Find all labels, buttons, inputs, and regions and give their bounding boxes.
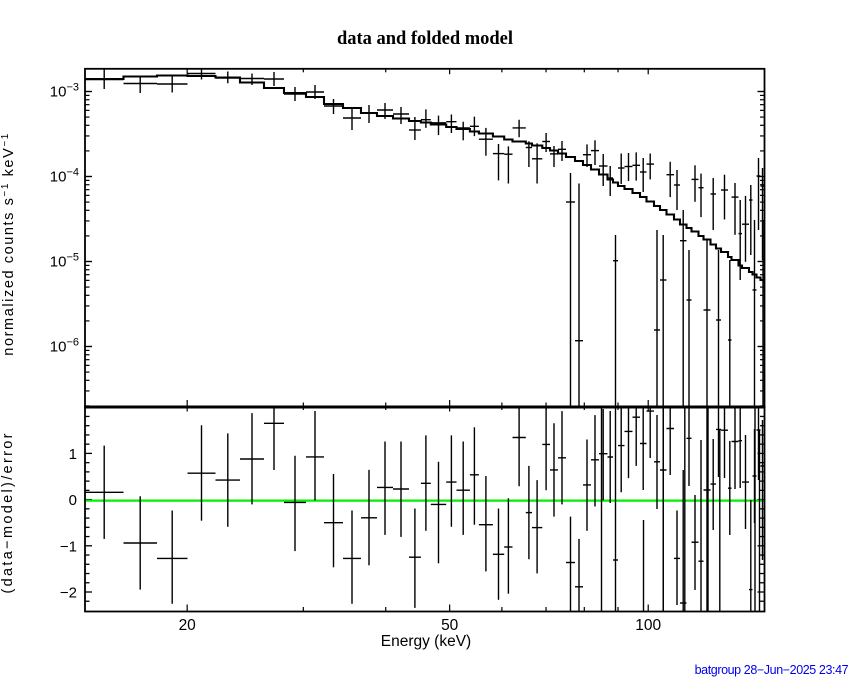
svg-text:(data−model)/error: (data−model)/error <box>0 433 16 593</box>
svg-text:50: 50 <box>441 617 459 634</box>
svg-text:Energy (keV): Energy (keV) <box>381 633 471 650</box>
svg-text:100: 100 <box>635 617 661 634</box>
svg-text:normalized counts s−1 keV−1: normalized counts s−1 keV−1 <box>0 133 17 355</box>
svg-text:1: 1 <box>69 446 77 463</box>
svg-text:data and folded model: data and folded model <box>337 29 513 49</box>
svg-text:−1: −1 <box>60 538 77 555</box>
svg-text:batgroup 28−Jun−2025 23:47: batgroup 28−Jun−2025 23:47 <box>695 663 849 677</box>
svg-text:0: 0 <box>69 492 77 509</box>
svg-text:−2: −2 <box>60 585 77 602</box>
svg-text:20: 20 <box>179 617 197 634</box>
